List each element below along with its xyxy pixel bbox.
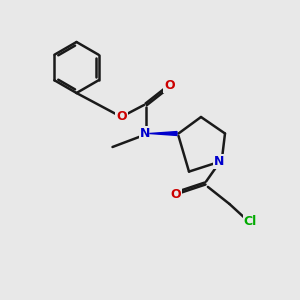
Text: N: N <box>214 155 224 168</box>
Text: N: N <box>140 127 151 140</box>
Text: Cl: Cl <box>244 214 257 228</box>
Text: O: O <box>164 79 175 92</box>
Text: O: O <box>116 110 127 124</box>
Polygon shape <box>149 131 177 136</box>
Text: O: O <box>170 188 181 201</box>
